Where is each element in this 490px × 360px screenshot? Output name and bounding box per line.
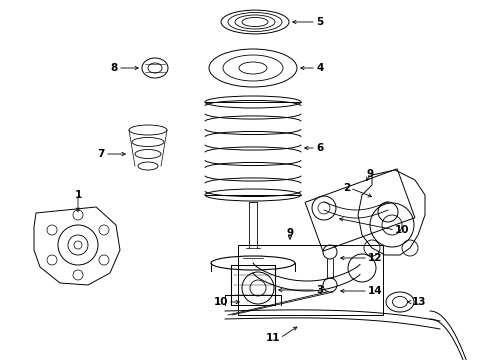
Text: 6: 6 xyxy=(316,143,323,153)
Text: 4: 4 xyxy=(316,63,323,73)
Text: 3: 3 xyxy=(316,285,323,295)
Text: 2: 2 xyxy=(343,183,350,193)
Text: 11: 11 xyxy=(266,333,280,343)
Text: 10: 10 xyxy=(214,297,228,307)
Text: 13: 13 xyxy=(412,297,426,307)
Text: 5: 5 xyxy=(316,17,323,27)
Text: 8: 8 xyxy=(111,63,118,73)
Text: 1: 1 xyxy=(74,190,82,200)
Text: 7: 7 xyxy=(98,149,105,159)
Bar xyxy=(238,245,383,315)
Text: 12: 12 xyxy=(368,253,383,263)
Text: 14: 14 xyxy=(368,286,383,296)
Text: 10: 10 xyxy=(395,225,410,235)
Text: 9: 9 xyxy=(367,169,373,179)
Text: 9: 9 xyxy=(287,228,294,238)
